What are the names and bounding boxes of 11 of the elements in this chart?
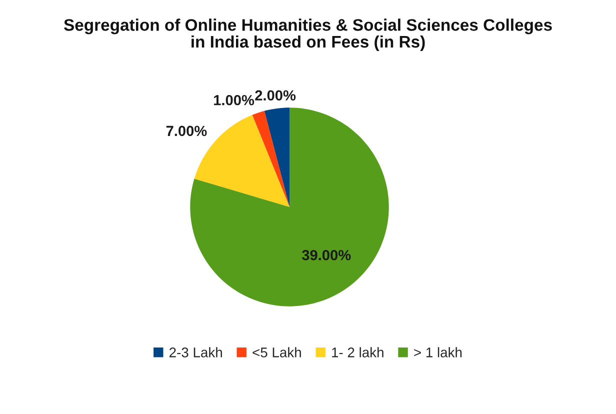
pie-slice: [264, 108, 290, 207]
legend-label: 2-3 Lakh: [170, 347, 222, 358]
data-label: 2.00%: [255, 90, 296, 101]
legend-label: > 1 lakh: [414, 347, 462, 358]
legend-label: <5 Lakh: [252, 347, 301, 358]
pie-slice: [252, 110, 290, 207]
data-label: 7.00%: [166, 126, 207, 136]
data-label: 39.00%: [302, 250, 351, 260]
legend-label: 1- 2 lakh: [332, 347, 384, 358]
chart-title: Segregation of Online Humanities & Social Sciences Colleges in India based on Fees (in Rs): [64, 18, 552, 51]
data-label: 1.00%: [214, 94, 254, 106]
